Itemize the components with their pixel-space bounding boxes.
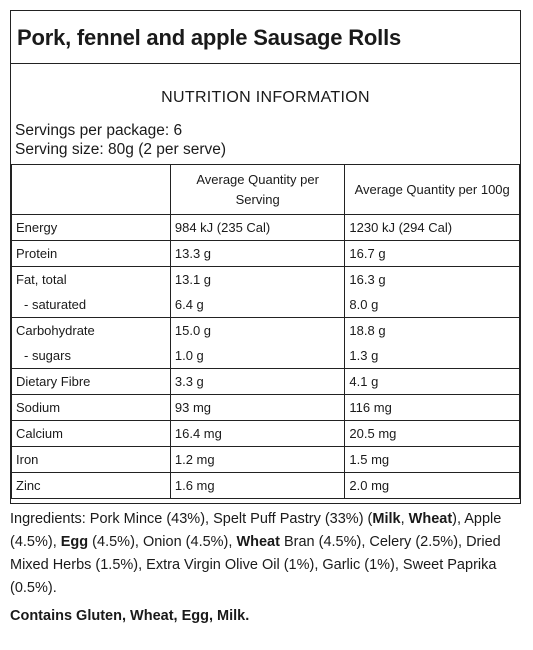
nutrient-label: - saturated <box>11 292 171 318</box>
table-row-zinc: Zinc 1.6 mg 2.0 mg <box>11 472 520 499</box>
ingredients-part: (4.5%), Onion (4.5%), <box>88 534 237 550</box>
per-100g-value: 4.1 g <box>344 368 520 395</box>
nutrient-label: Protein <box>11 240 171 267</box>
per-100g-value: 1.5 mg <box>344 446 520 473</box>
table-row-fat-total: Fat, total 13.1 g 16.3 g <box>11 266 520 292</box>
per-serving-value: 13.3 g <box>169 240 346 267</box>
nutrient-label: Dietary Fibre <box>11 368 171 395</box>
allergen-statement: Contains Gluten, Wheat, Egg, Milk. <box>10 608 250 624</box>
table-header-row: Average Quantity per Serving Average Qua… <box>11 164 520 215</box>
nutrient-label: Calcium <box>11 420 171 447</box>
nutrient-label: Energy <box>11 214 171 241</box>
allergen-egg: Egg <box>60 534 89 550</box>
table-row-energy: Energy 984 kJ (235 Cal) 1230 kJ (294 Cal… <box>11 214 520 241</box>
ingredients-text: Ingredients: Pork Mince (43%), Spelt Puf… <box>10 508 522 600</box>
nutrient-label: Sodium <box>11 394 171 421</box>
table-row-sodium: Sodium 93 mg 116 mg <box>11 394 520 421</box>
header-blank-cell <box>11 164 171 215</box>
per-100g-value: 16.3 g <box>344 266 520 292</box>
serving-size: Serving size: 80g (2 per serve) <box>15 141 227 158</box>
table-row-protein: Protein 13.3 g 16.7 g <box>11 240 520 267</box>
nutrient-label: - sugars <box>11 343 171 369</box>
per-100g-value: 16.7 g <box>344 240 520 267</box>
nutrient-label: Fat, total <box>11 266 171 292</box>
table-row-saturated: - saturated 6.4 g 8.0 g <box>11 292 520 318</box>
per-100g-value: 18.8 g <box>344 317 520 343</box>
per-serving-value: 15.0 g <box>169 317 346 343</box>
per-serving-value: 1.0 g <box>169 343 346 369</box>
table-row-iron: Iron 1.2 mg 1.5 mg <box>11 446 520 473</box>
per-serving-value: 93 mg <box>169 394 346 421</box>
nutrient-label: Iron <box>11 446 171 473</box>
per-serving-value: 6.4 g <box>169 292 346 318</box>
servings-per-package: Servings per package: 6 <box>15 122 183 139</box>
nutrition-panel: Pork, fennel and apple Sausage Rolls NUT… <box>10 10 521 504</box>
nutrient-label: Zinc <box>11 472 171 499</box>
per-100g-value: 1230 kJ (294 Cal) <box>344 214 520 241</box>
allergen-milk: Milk <box>372 511 401 527</box>
allergen-wheat: Wheat <box>236 534 280 550</box>
product-title: Pork, fennel and apple Sausage Rolls <box>17 25 402 50</box>
table-row-fibre: Dietary Fibre 3.3 g 4.1 g <box>11 368 520 395</box>
nutrition-heading: NUTRITION INFORMATION <box>161 89 370 106</box>
per-serving-value: 3.3 g <box>169 368 346 395</box>
per-100g-value: 1.3 g <box>344 343 520 369</box>
allergen-wheat: Wheat <box>408 511 453 527</box>
per-100g-value: 116 mg <box>344 394 520 421</box>
table-row-carbohydrate: Carbohydrate 15.0 g 18.8 g <box>11 317 520 343</box>
per-serving-value: 1.2 mg <box>169 446 346 473</box>
ingredients-part: Ingredients: Pork Mince (43%), Spelt Puf… <box>10 511 373 527</box>
ingredients-part: Bran (4.5%), Celery (2.5%), Dried Mixed … <box>10 534 501 596</box>
per-serving-value: 984 kJ (235 Cal) <box>169 214 346 241</box>
per-100g-value: 2.0 mg <box>344 472 520 499</box>
table-row-calcium: Calcium 16.4 mg 20.5 mg <box>11 420 520 447</box>
header-per-serving: Average Quantity per Serving <box>169 164 346 215</box>
per-serving-value: 13.1 g <box>169 266 346 292</box>
nutrition-table: Average Quantity per Serving Average Qua… <box>11 164 520 499</box>
per-serving-value: 1.6 mg <box>169 472 346 499</box>
per-100g-value: 20.5 mg <box>344 420 520 447</box>
header-per-100g: Average Quantity per 100g <box>344 164 520 215</box>
ingredients-part: ), Apple (4.5%), <box>10 511 502 550</box>
per-100g-value: 8.0 g <box>344 292 520 318</box>
title-divider <box>11 63 520 64</box>
nutrient-label: Carbohydrate <box>11 317 171 343</box>
table-row-sugars: - sugars 1.0 g 1.3 g <box>11 343 520 369</box>
ingredients-part: , <box>400 511 409 527</box>
serving-info: Servings per package: 6 Serving size: 80… <box>15 121 226 159</box>
per-serving-value: 16.4 mg <box>169 420 346 447</box>
